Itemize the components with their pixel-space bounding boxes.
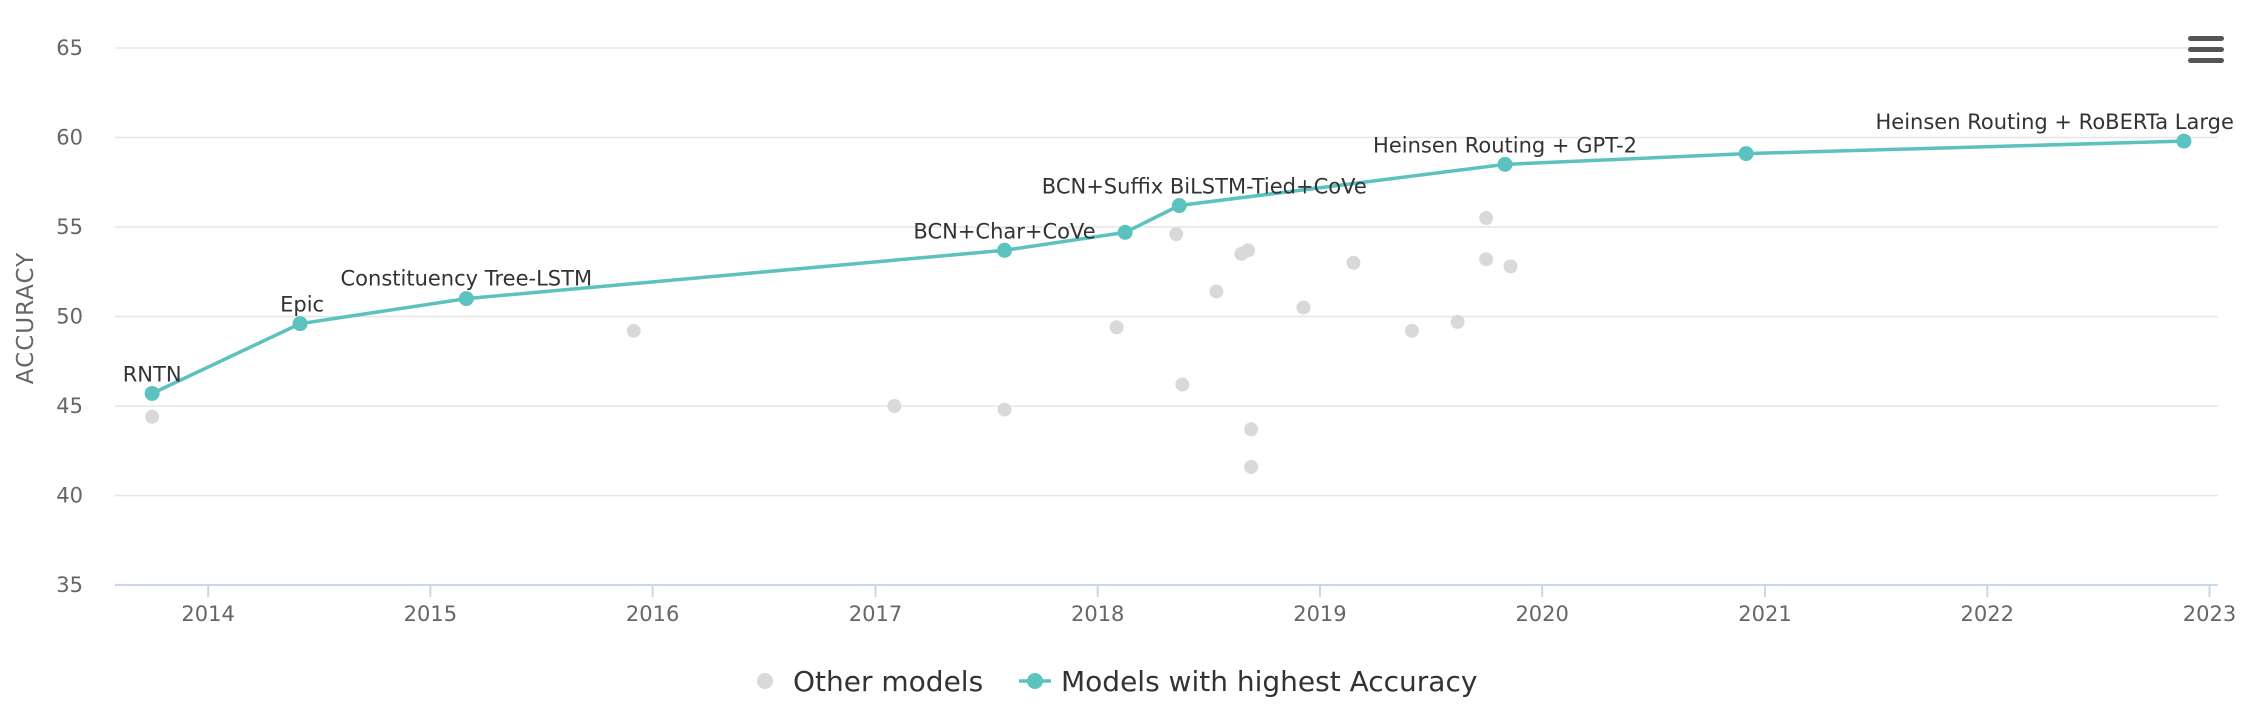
y-axis-title: ACCURACY — [13, 252, 39, 384]
data-point[interactable] — [1479, 252, 1494, 267]
series-1 — [144, 133, 2192, 401]
x-tick-label: 2019 — [1293, 602, 1346, 626]
chart-menu-button[interactable] — [2182, 30, 2230, 74]
x-tick-label: 2016 — [626, 602, 679, 626]
data-point[interactable] — [1169, 227, 1184, 242]
data-point[interactable] — [1296, 300, 1311, 315]
data-label: Heinsen Routing + RoBERTa Large — [1876, 110, 2234, 134]
series-0 — [145, 211, 1518, 474]
legend-label: Other models — [793, 665, 983, 698]
data-point[interactable] — [292, 316, 308, 332]
data-point[interactable] — [1241, 243, 1256, 258]
data-point[interactable] — [1175, 377, 1190, 392]
data-label: Epic — [280, 293, 324, 317]
y-tick-label: 40 — [56, 484, 83, 508]
y-tick-label: 55 — [56, 215, 83, 239]
data-point[interactable] — [1109, 320, 1124, 335]
data-point[interactable] — [997, 402, 1012, 417]
legend-label: Models with highest Accuracy — [1061, 665, 1477, 698]
data-point[interactable] — [145, 409, 160, 424]
data-point[interactable] — [1479, 211, 1494, 226]
series — [144, 133, 2192, 474]
y-tick-label: 35 — [56, 573, 83, 597]
y-tick-label: 60 — [56, 126, 83, 150]
data-point[interactable] — [144, 385, 160, 401]
data-label: Constituency Tree-LSTM — [341, 267, 593, 291]
data-point[interactable] — [1244, 459, 1259, 474]
x-tick-label: 2021 — [1738, 602, 1791, 626]
y-tick-label: 50 — [56, 305, 83, 329]
data-label: BCN+Char+CoVe — [913, 219, 1095, 243]
legend-marker — [1027, 673, 1043, 689]
data-point[interactable] — [1117, 224, 1133, 240]
data-point[interactable] — [887, 399, 902, 413]
data-point[interactable] — [1346, 255, 1361, 270]
legend-marker — [757, 673, 773, 689]
hamburger-menu-icon — [2188, 36, 2224, 63]
point-labels: RNTN Epic Constituency Tree-LSTM BCN+Char+C… — [123, 110, 2234, 386]
data-point[interactable] — [2176, 133, 2192, 149]
data-point[interactable] — [1171, 198, 1187, 214]
data-label: Heinsen Routing + GPT-2 — [1373, 133, 1637, 157]
data-point[interactable] — [1450, 314, 1465, 329]
x-tick-label: 2022 — [1961, 602, 2014, 626]
data-point[interactable] — [1738, 146, 1754, 162]
x-tick-label: 2020 — [1515, 602, 1568, 626]
legend-item[interactable]: Other models — [757, 665, 983, 698]
data-point[interactable] — [458, 291, 474, 307]
data-point[interactable] — [1503, 259, 1518, 274]
legend[interactable]: Other models Models with highest Accuracy — [757, 665, 1477, 698]
x-tick-label: 2014 — [181, 602, 234, 626]
x-tick-label: 2015 — [404, 602, 457, 626]
y-axis: 35 40 45 50 55 60 65 — [56, 36, 83, 597]
legend-item[interactable]: Models with highest Accuracy — [1019, 665, 1477, 698]
grid-lines — [115, 47, 2218, 497]
data-point[interactable] — [1404, 323, 1419, 338]
data-point[interactable] — [997, 242, 1013, 258]
data-point[interactable] — [626, 323, 641, 338]
data-point[interactable] — [1244, 422, 1259, 437]
data-label: RNTN — [123, 362, 182, 386]
x-tick-label: 2023 — [2183, 602, 2236, 626]
y-tick-label: 45 — [56, 394, 83, 418]
data-point[interactable] — [1497, 156, 1513, 172]
x-tick-label: 2017 — [849, 602, 902, 626]
x-tick-label: 2018 — [1071, 602, 1124, 626]
data-point[interactable] — [1209, 284, 1224, 299]
y-tick-label: 65 — [56, 36, 83, 60]
data-label: BCN+Suffix BiLSTM-Tied+CoVe — [1042, 175, 1367, 199]
x-axis: 2014 2015 2016 2017 2018 2019 2020 2021 2022 2023 — [115, 584, 2236, 626]
